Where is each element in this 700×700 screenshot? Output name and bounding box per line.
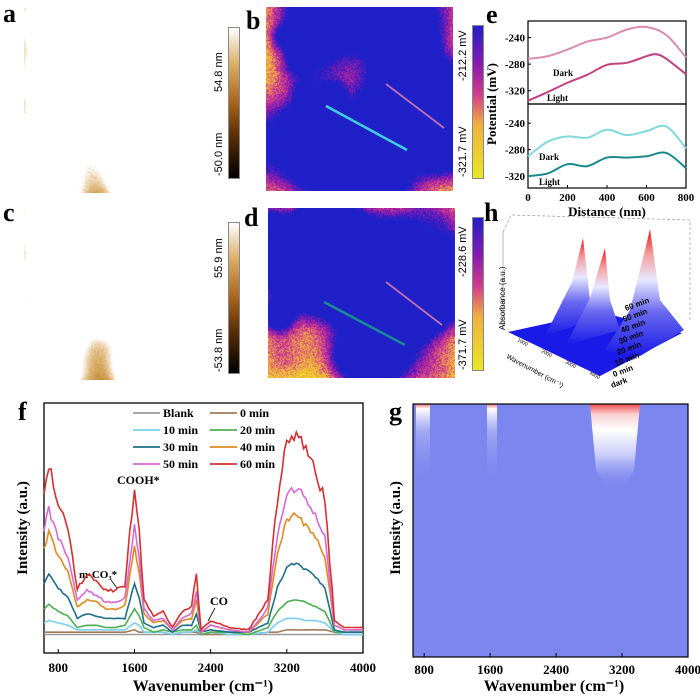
line-scan-dark-b bbox=[385, 83, 445, 129]
g-hotspot-3300 bbox=[590, 404, 640, 490]
f-legend-label: 60 min bbox=[240, 457, 275, 471]
g-xtick-label: 3200 bbox=[609, 662, 635, 677]
f-xtick-label: 4000 bbox=[350, 660, 376, 675]
e-ytick-label: -280 bbox=[505, 59, 526, 71]
line-scan-dark-d bbox=[385, 281, 443, 326]
annotation-m-co3: m-CO₃* bbox=[79, 569, 118, 581]
annotation-co: CO bbox=[210, 594, 228, 608]
panel-label-a: a bbox=[3, 0, 16, 28]
h-xtick-label: 4000 bbox=[588, 370, 601, 381]
f-legend-label: 30 min bbox=[163, 440, 198, 454]
f-xtick-label: 3200 bbox=[274, 660, 300, 675]
e-ytick-label: -240 bbox=[505, 33, 526, 45]
f-ylabel: Intensity (a.u.) bbox=[15, 481, 31, 575]
f-legend-label: Blank bbox=[163, 406, 194, 420]
e-ylabel: Potential (mV) bbox=[484, 63, 499, 145]
g-background bbox=[413, 404, 688, 657]
kpfm-potential-map-light bbox=[268, 208, 455, 378]
e-xlabel: Distance (nm) bbox=[568, 204, 646, 219]
f-legend-label: 10 min bbox=[163, 423, 198, 437]
f-legend-label: 20 min bbox=[240, 423, 275, 437]
afm-topography-image-light bbox=[24, 210, 210, 380]
e-series-light-1 bbox=[527, 151, 687, 178]
f-legend-label: 50 min bbox=[163, 457, 198, 471]
absorbance-3d-surface: Absorbance (a.u.) Wavenumber (cm⁻¹) 1000… bbox=[498, 214, 691, 390]
potential-colorbar-b bbox=[472, 25, 484, 179]
height-colorbar-c bbox=[228, 222, 240, 374]
e-xtick-label: 600 bbox=[638, 192, 655, 204]
e-bottom-dark-label: Dark bbox=[539, 152, 559, 162]
e-ytick-label: -240 bbox=[505, 118, 526, 130]
h-zlabel: Absorbance (a.u.) bbox=[498, 266, 507, 330]
co-arrow bbox=[207, 607, 216, 622]
e-xtick-label: 0 bbox=[525, 192, 531, 204]
e-ytick-label: -280 bbox=[505, 145, 526, 157]
raman-contour-map: Intensity (a.u.) Wavenumber (cm⁻¹) 800 16… bbox=[388, 403, 700, 695]
h-peak-middle bbox=[566, 248, 620, 345]
panel-label-g: g bbox=[389, 397, 402, 426]
h-time-label: dark bbox=[610, 375, 629, 389]
h-xtick-label: 3000 bbox=[564, 359, 577, 370]
h-peak-right bbox=[605, 229, 684, 356]
h-back-box bbox=[502, 214, 691, 320]
f-xlabel: Wavenumber (cm⁻¹) bbox=[133, 678, 273, 695]
potential-colorbar-d bbox=[472, 217, 484, 371]
potential-profile-chart: Potential (mV) Distance (nm) Dark Light … bbox=[484, 20, 695, 219]
line-scan-light-d bbox=[323, 300, 406, 347]
e-series-dark-1 bbox=[527, 124, 687, 158]
f-series-20-min bbox=[43, 599, 364, 636]
annotation-cooh: COOH* bbox=[117, 473, 160, 487]
m-co3-arrow bbox=[110, 579, 118, 589]
f-series-60-min bbox=[43, 429, 364, 632]
e-subplot-frame-1 bbox=[527, 103, 687, 189]
e-top-light-label: Light bbox=[547, 93, 568, 103]
e-ytick-label: -320 bbox=[505, 171, 526, 183]
g-xlabel: Wavenumber (cm⁻¹) bbox=[484, 678, 624, 695]
e-bottom-light-label: Light bbox=[539, 177, 560, 187]
e-subplot-frame-0 bbox=[527, 20, 687, 105]
g-hotspot-700 bbox=[416, 404, 430, 484]
e-xtick-label: 200 bbox=[559, 192, 576, 204]
afm-topography-image-dark bbox=[24, 8, 210, 193]
f-xtick-label: 2400 bbox=[198, 660, 224, 675]
panel-label-c: c bbox=[3, 198, 15, 227]
raman-spectra-chart: Intensity (a.u.) Wavenumber (cm⁻¹) COOH*… bbox=[15, 402, 376, 695]
g-hotspot-1600 bbox=[487, 404, 497, 484]
h-xtick-label: 2000 bbox=[540, 348, 553, 359]
g-ylabel: Intensity (a.u.) bbox=[388, 481, 404, 575]
g-xtick-label: 2400 bbox=[543, 662, 569, 677]
f-legend-label: 40 min bbox=[240, 440, 275, 454]
h-xlabel: Wavenumber (cm⁻¹) bbox=[505, 354, 564, 390]
panel-label-b: b bbox=[246, 6, 261, 35]
h-xtick-label: 1000 bbox=[516, 337, 529, 348]
e-xtick-label: 800 bbox=[678, 192, 695, 204]
kpfm-potential-map-dark bbox=[266, 7, 453, 191]
f-series-50-min bbox=[43, 486, 364, 635]
g-plot-frame bbox=[412, 403, 689, 658]
f-legend-label: 0 min bbox=[240, 406, 269, 420]
panel-label-d: d bbox=[244, 203, 259, 232]
height-colorbar-a bbox=[228, 27, 240, 179]
e-xtick-label: 400 bbox=[599, 192, 616, 204]
f-xtick-label: 1600 bbox=[121, 660, 147, 675]
g-xtick-label: 1600 bbox=[477, 662, 503, 677]
panel-label-f: f bbox=[18, 397, 27, 426]
line-scan-light-b bbox=[325, 104, 408, 152]
g-xtick-label: 800 bbox=[414, 662, 434, 677]
e-series-dark-0 bbox=[527, 25, 687, 60]
f-xtick-label: 800 bbox=[49, 660, 69, 675]
e-top-dark-label: Dark bbox=[553, 68, 573, 78]
g-xtick-label: 4000 bbox=[675, 662, 700, 677]
panel-label-h: h bbox=[484, 198, 499, 227]
panel-label-e: e bbox=[486, 0, 498, 29]
e-series-light-0 bbox=[527, 53, 687, 102]
e-ytick-label: -320 bbox=[505, 86, 526, 98]
